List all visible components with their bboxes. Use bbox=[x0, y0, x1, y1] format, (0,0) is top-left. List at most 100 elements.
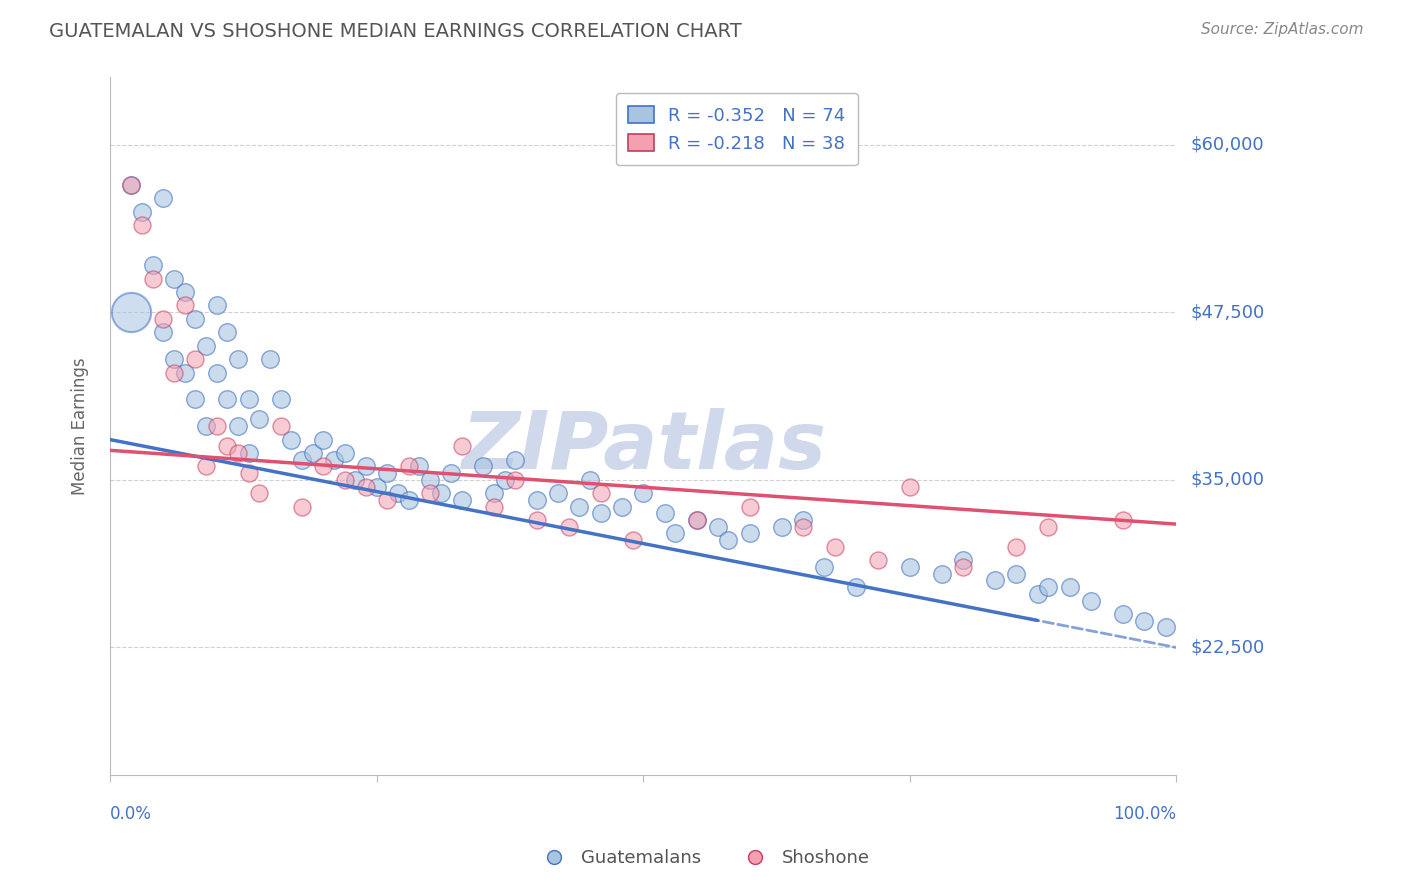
Point bbox=[333, 446, 356, 460]
Point bbox=[1133, 614, 1156, 628]
Point bbox=[717, 533, 740, 548]
Point bbox=[398, 492, 420, 507]
Point bbox=[408, 459, 430, 474]
Point bbox=[503, 452, 526, 467]
Point bbox=[984, 574, 1007, 588]
Point bbox=[1154, 620, 1177, 634]
Point bbox=[1026, 587, 1049, 601]
Point bbox=[375, 492, 398, 507]
Point bbox=[685, 513, 707, 527]
Point bbox=[131, 218, 153, 232]
Point bbox=[291, 452, 314, 467]
Point bbox=[419, 486, 441, 500]
Point bbox=[184, 311, 207, 326]
Point bbox=[621, 533, 644, 548]
Y-axis label: Median Earnings: Median Earnings bbox=[72, 358, 89, 495]
Point bbox=[547, 486, 569, 500]
Point bbox=[131, 204, 153, 219]
Point bbox=[654, 507, 676, 521]
Point bbox=[195, 459, 218, 474]
Point bbox=[419, 473, 441, 487]
Point bbox=[120, 178, 142, 192]
Point bbox=[738, 500, 761, 514]
Point bbox=[526, 513, 548, 527]
Point bbox=[184, 392, 207, 407]
Point bbox=[952, 560, 974, 574]
Point bbox=[429, 486, 451, 500]
Point bbox=[217, 392, 239, 407]
Text: 0.0%: 0.0% bbox=[110, 805, 152, 823]
Point bbox=[845, 580, 868, 594]
Point bbox=[226, 446, 249, 460]
Point bbox=[333, 473, 356, 487]
Point bbox=[685, 513, 707, 527]
Point bbox=[1112, 607, 1135, 621]
Point bbox=[173, 298, 195, 312]
Point bbox=[120, 178, 142, 192]
Text: $22,500: $22,500 bbox=[1191, 639, 1264, 657]
Point bbox=[707, 520, 730, 534]
Point bbox=[205, 419, 228, 434]
Point bbox=[195, 419, 218, 434]
Point bbox=[163, 366, 186, 380]
Point bbox=[770, 520, 793, 534]
Point bbox=[270, 419, 292, 434]
Point bbox=[217, 326, 239, 340]
Point bbox=[238, 446, 260, 460]
Point bbox=[738, 526, 761, 541]
Point bbox=[163, 352, 186, 367]
Point bbox=[291, 500, 314, 514]
Point bbox=[568, 500, 591, 514]
Point bbox=[366, 479, 388, 493]
Point bbox=[589, 486, 612, 500]
Point bbox=[866, 553, 889, 567]
Point bbox=[931, 566, 953, 581]
Point bbox=[387, 486, 409, 500]
Point bbox=[142, 271, 165, 285]
Point bbox=[451, 492, 474, 507]
Point bbox=[440, 466, 463, 480]
Text: ZIPatlas: ZIPatlas bbox=[461, 409, 825, 486]
Point bbox=[312, 459, 335, 474]
Point bbox=[323, 452, 346, 467]
Point bbox=[142, 258, 165, 272]
Point bbox=[1038, 520, 1060, 534]
Point bbox=[301, 446, 323, 460]
Point bbox=[792, 520, 814, 534]
Point bbox=[205, 298, 228, 312]
Point bbox=[238, 392, 260, 407]
Point bbox=[226, 352, 249, 367]
Point bbox=[1112, 513, 1135, 527]
Point bbox=[482, 486, 505, 500]
Point bbox=[1005, 566, 1028, 581]
Point bbox=[375, 466, 398, 480]
Point bbox=[152, 311, 174, 326]
Point bbox=[205, 366, 228, 380]
Point bbox=[792, 513, 814, 527]
Point bbox=[451, 439, 474, 453]
Point bbox=[152, 191, 174, 205]
Point bbox=[247, 486, 270, 500]
Text: GUATEMALAN VS SHOSHONE MEDIAN EARNINGS CORRELATION CHART: GUATEMALAN VS SHOSHONE MEDIAN EARNINGS C… bbox=[49, 22, 742, 41]
Point bbox=[173, 366, 195, 380]
Point bbox=[238, 466, 260, 480]
Point bbox=[526, 492, 548, 507]
Point bbox=[898, 479, 921, 493]
Point bbox=[664, 526, 686, 541]
Point bbox=[1005, 540, 1028, 554]
Point bbox=[813, 560, 835, 574]
Point bbox=[120, 305, 142, 319]
Text: $47,500: $47,500 bbox=[1191, 303, 1264, 321]
Point bbox=[494, 473, 516, 487]
Point bbox=[195, 339, 218, 353]
Point bbox=[1038, 580, 1060, 594]
Point bbox=[226, 419, 249, 434]
Point bbox=[631, 486, 654, 500]
Point bbox=[472, 459, 495, 474]
Point bbox=[1080, 593, 1102, 607]
Point bbox=[579, 473, 602, 487]
Legend: R = -0.352   N = 74, R = -0.218   N = 38: R = -0.352 N = 74, R = -0.218 N = 38 bbox=[616, 94, 858, 165]
Point bbox=[398, 459, 420, 474]
Text: 100.0%: 100.0% bbox=[1114, 805, 1177, 823]
Point bbox=[354, 459, 377, 474]
